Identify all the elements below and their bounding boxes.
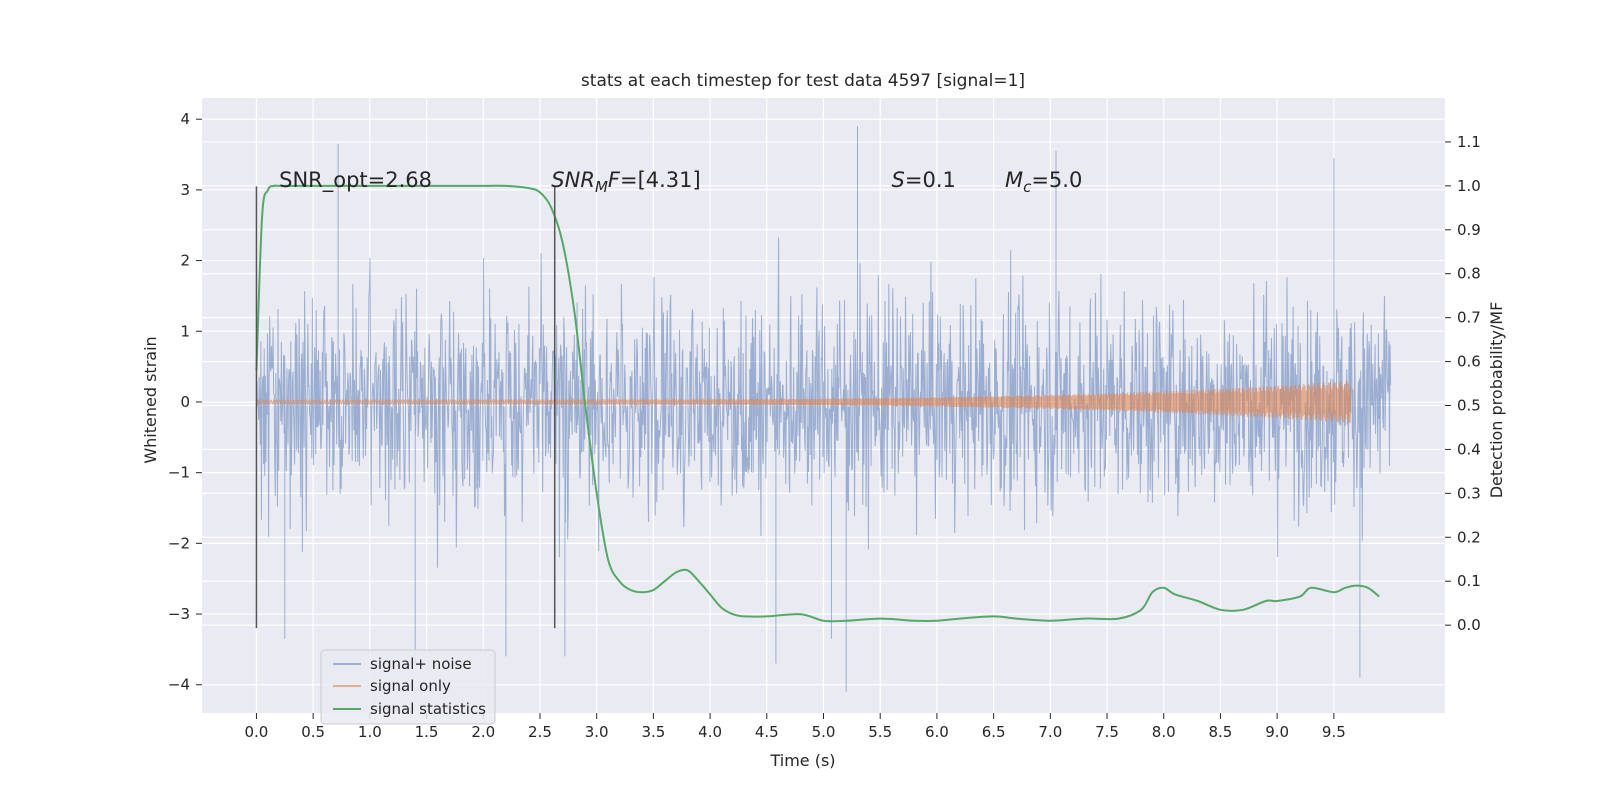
x-tick-label-3: 1.5	[415, 723, 439, 741]
x-tick-label-8: 4.0	[698, 723, 722, 741]
axis-ticks: 0.0 0.5 1.0 1.5 2.0 2.5 3.0 3.5 4.0 4.5 5.0 5.5 6.0 6…	[168, 110, 1481, 741]
x-tick-label-15: 7.5	[1095, 723, 1119, 741]
y-tick-label-left-8: 4	[180, 110, 190, 128]
y-tick-label-left-5: 1	[180, 322, 190, 340]
annotation-1-part-1: M	[595, 178, 608, 196]
annotation-1: SNRMF=[4.31]	[551, 168, 700, 196]
series-signal-only	[255, 381, 1352, 424]
legend-label-signal-statistics: signal statistics	[370, 700, 486, 718]
annotation-1-part-0: SNR	[551, 168, 595, 192]
y-axis-label-left: Whitened strain	[141, 336, 160, 463]
x-tick-label-7: 3.5	[641, 723, 665, 741]
y-tick-label-right-6: 0.6	[1457, 353, 1481, 371]
y-tick-label-right-0: 0.0	[1457, 616, 1481, 634]
x-tick-label-18: 9.0	[1265, 723, 1289, 741]
x-tick-label-2: 1.0	[358, 723, 382, 741]
x-tick-label-19: 9.5	[1322, 723, 1346, 741]
legend: signal+ noise signal only signal statist…	[320, 649, 496, 725]
x-tick-label-4: 2.0	[471, 723, 495, 741]
annotation-1-part-2: F	[608, 168, 621, 192]
vertical-markers	[255, 186, 556, 629]
legend-box	[320, 649, 496, 725]
y-tick-label-left-0: −4	[168, 676, 190, 694]
series-signal-noise	[255, 126, 1392, 692]
y-tick-label-left-6: 2	[180, 252, 190, 270]
y-tick-label-left-3: −1	[168, 464, 190, 482]
x-tick-label-10: 5.0	[812, 723, 836, 741]
annotation-3-part-1: c	[1023, 178, 1032, 196]
y-tick-label-right-11: 1.1	[1457, 133, 1481, 151]
legend-label-signal-noise: signal+ noise	[370, 655, 472, 673]
annotation-3-part-0: M	[1005, 168, 1023, 192]
y-tick-label-right-5: 0.5	[1457, 397, 1481, 415]
series-signal-statistics	[255, 184, 1380, 623]
annotation-0-part-0: SNR_opt=2.68	[279, 168, 432, 193]
annotation-2: S=0.1	[892, 168, 956, 192]
annotation-2-part-0: S	[892, 168, 905, 192]
x-tick-label-6: 3.0	[585, 723, 609, 741]
chart-title: stats at each timestep for test data 459…	[581, 71, 1025, 91]
y-tick-label-right-3: 0.3	[1457, 484, 1481, 502]
x-tick-label-13: 6.5	[982, 723, 1006, 741]
y-tick-label-right-1: 0.1	[1457, 572, 1481, 590]
y-axis-label-right: Detection probability/MF	[1487, 302, 1506, 499]
annotation-1-part-3: =[4.31]	[620, 168, 701, 192]
legend-label-signal-only: signal only	[370, 677, 451, 695]
x-tick-label-0: 0.0	[245, 723, 269, 741]
y-tick-label-right-8: 0.8	[1457, 265, 1481, 283]
x-tick-label-12: 6.0	[925, 723, 949, 741]
annotation-2-part-1: =0.1	[905, 168, 956, 192]
x-tick-label-9: 4.5	[755, 723, 779, 741]
y-tick-label-right-4: 0.4	[1457, 440, 1481, 458]
x-tick-label-16: 8.0	[1152, 723, 1176, 741]
annotation-0: SNR_opt=2.68	[279, 168, 432, 193]
y-tick-label-left-4: 0	[180, 393, 190, 411]
y-tick-label-left-7: 3	[180, 181, 190, 199]
x-tick-label-17: 8.5	[1209, 723, 1233, 741]
annotation-3-part-2: =5.0	[1031, 168, 1082, 192]
plot-series	[255, 126, 1392, 692]
y-tick-label-right-2: 0.2	[1457, 528, 1481, 546]
y-tick-label-left-1: −3	[168, 605, 190, 623]
y-tick-label-right-9: 0.9	[1457, 221, 1481, 239]
x-tick-label-5: 2.5	[528, 723, 552, 741]
y-tick-label-right-10: 1.0	[1457, 177, 1481, 195]
x-axis-label: Time (s)	[769, 751, 835, 770]
annotation-3: Mc=5.0	[1005, 168, 1082, 196]
y-tick-label-right-7: 0.7	[1457, 309, 1481, 327]
x-tick-label-11: 5.5	[868, 723, 892, 741]
annotations: SNR_opt=2.68 SNRMF=[4.31] S=0.1 Mc=5.0	[279, 168, 1082, 196]
x-tick-label-1: 0.5	[301, 723, 325, 741]
x-tick-label-14: 7.0	[1038, 723, 1062, 741]
y-tick-label-left-2: −2	[168, 534, 190, 552]
